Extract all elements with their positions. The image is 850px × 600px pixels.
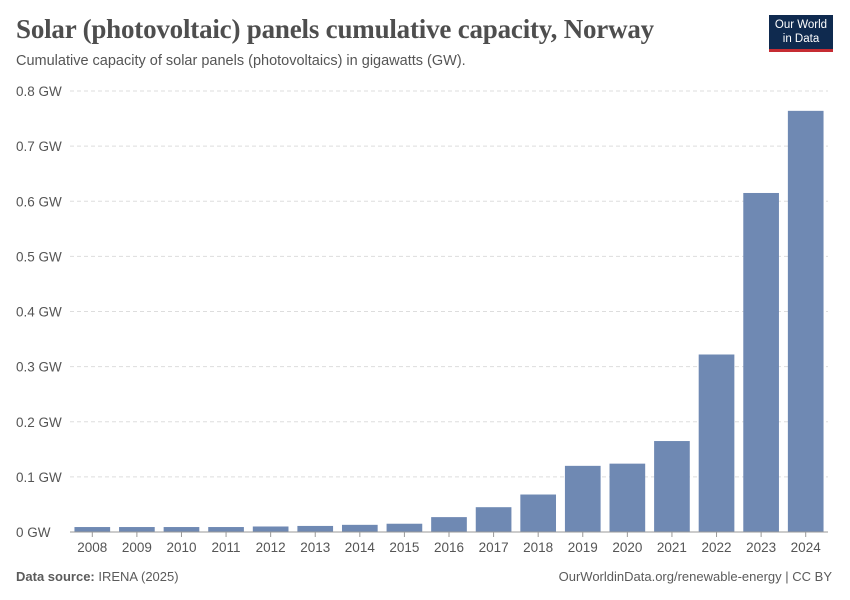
bar-2023[interactable]	[743, 192, 779, 532]
chart-title: Solar (photovoltaic) panels cumulative c…	[16, 14, 654, 44]
x-tick-label: 2010	[166, 540, 196, 555]
bar-2008[interactable]	[74, 527, 111, 532]
y-tick-label: 0.3 GW	[16, 360, 62, 375]
bar-2024[interactable]	[787, 110, 824, 532]
x-tick-label: 2008	[77, 540, 107, 555]
logo-line-2: in Data	[782, 33, 820, 45]
y-tick-label: 0.2 GW	[16, 415, 62, 430]
x-tick-label: 2017	[479, 540, 509, 555]
bar-2011[interactable]	[208, 527, 244, 532]
x-tick-label: 2015	[389, 540, 419, 555]
bar-2018[interactable]	[520, 494, 557, 532]
bar-2013[interactable]	[297, 525, 334, 532]
y-tick-label: 0 GW	[16, 525, 51, 540]
x-tick-label: 2024	[791, 540, 822, 555]
x-tick-label: 2023	[746, 540, 776, 555]
bar-2012[interactable]	[252, 526, 289, 532]
y-tick-label: 0.7 GW	[16, 139, 62, 154]
bar-2020[interactable]	[609, 463, 646, 532]
bar-2019[interactable]	[564, 465, 601, 532]
data-source-value: IRENA (2025)	[98, 569, 179, 584]
x-tick-label: 2009	[122, 540, 152, 555]
footer-link[interactable]: OurWorldinData.org/renewable-energy | CC…	[558, 569, 832, 584]
chart-subtitle: Cumulative capacity of solar panels (pho…	[16, 53, 466, 69]
owid-logo[interactable]: Our World in Data	[769, 15, 833, 52]
bars	[74, 110, 824, 532]
bar-2009[interactable]	[119, 527, 155, 532]
bar-2022[interactable]	[698, 354, 735, 532]
x-tick-label: 2016	[434, 540, 464, 555]
bar-2010[interactable]	[163, 527, 200, 532]
y-tick-label: 0.8 GW	[16, 84, 62, 99]
y-tick-label: 0.5 GW	[16, 249, 62, 264]
x-tick-label: 2018	[523, 540, 553, 555]
logo-line-1: Our World	[774, 19, 828, 31]
x-tick-label: 2013	[300, 540, 330, 555]
data-source-label: Data source:	[16, 569, 95, 584]
x-tick-label: 2011	[212, 540, 241, 555]
bar-2017[interactable]	[475, 507, 512, 532]
x-tick-label: 2021	[657, 540, 687, 555]
x-tick-label: 2020	[612, 540, 642, 555]
axes: 0 GW 0.1 GW 0.2 GW 0.3 GW 0.4 GW 0.5 GW 0.6 GW…	[16, 84, 828, 555]
x-tick-label: 2019	[568, 540, 598, 555]
y-tick-label: 0.6 GW	[16, 194, 62, 209]
x-tick-label: 2014	[345, 540, 376, 555]
x-tick-label: 2012	[256, 540, 286, 555]
bar-2016[interactable]	[431, 517, 467, 532]
y-tick-label: 0.1 GW	[16, 470, 62, 485]
bar-2015[interactable]	[386, 523, 423, 532]
y-tick-label: 0.4 GW	[16, 305, 62, 320]
x-tick-label: 2022	[702, 540, 732, 555]
data-source: Data source: IRENA (2025)	[16, 569, 179, 584]
bar-2021[interactable]	[654, 441, 690, 532]
bar-2014[interactable]	[341, 524, 378, 532]
